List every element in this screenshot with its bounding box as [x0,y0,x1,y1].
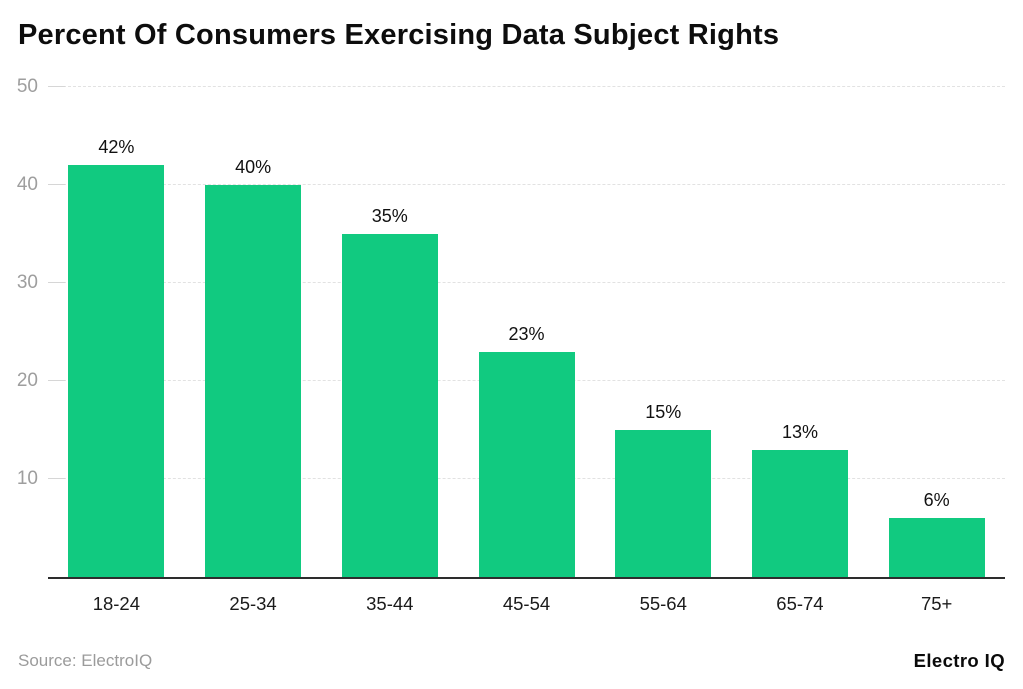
bar-group-18-24: 42% 18-24 [48,87,185,614]
bar[interactable]: 42% [68,137,165,577]
bar-group-75+: 6% 75+ [868,87,1005,614]
bar-value-label: 23% [508,323,545,344]
bars-row: 42% 18-24 40% 25-34 35% 35-44 23% 45-54 15% 55-64… [48,87,1005,614]
x-tick-label: 75+ [920,593,953,614]
bar[interactable]: 40% [205,157,302,577]
y-tick-label: 30 [16,272,38,293]
y-tick-label: 50 [16,76,38,97]
bar[interactable]: 35% [341,206,438,577]
bar-group-25-34: 40% 25-34 [185,87,322,614]
bar-value-label: 15% [645,402,682,422]
x-tick-label: 45-54 [502,593,551,614]
bar-group-55-64: 15% 55-64 [595,87,732,614]
x-tick-label: 55-64 [639,593,687,614]
chart-title: Percent Of Consumers Exercising Data Sub… [18,19,780,51]
source-label: Source: ElectroIQ [18,651,153,670]
x-axis-line [48,577,1005,579]
gridline-30: 30 [17,272,1005,293]
bar-value-label: 40% [235,157,272,177]
bar-group-45-54: 23% 45-54 [458,87,595,614]
bar-value-label: 42% [98,137,135,158]
x-tick-label: 35-44 [366,593,414,614]
y-tick-label: 10 [16,468,38,489]
bar-value-label: 35% [371,206,408,226]
y-tick-mark [48,380,65,381]
bar[interactable]: 23% [478,324,575,577]
bar[interactable]: 13% [751,422,848,577]
y-tick-mark [48,184,65,185]
bar-value-label: 13% [781,421,818,442]
bar-value-label: 6% [923,490,950,511]
bar[interactable]: 6% [888,490,985,577]
brand-logo: Electro IQ [913,650,1005,671]
y-tick-mark [48,282,65,283]
plot-area: 10 20 30 40 50 42% 18-24 40% 25-34 35% 35-44 23% 45… [17,76,1005,614]
y-tick-label: 20 [16,370,38,391]
x-tick-label: 18-24 [92,593,141,614]
x-tick-label: 65-74 [776,593,824,614]
y-tick-label: 40 [16,174,38,195]
y-tick-mark [48,478,65,479]
bar[interactable]: 15% [615,402,712,577]
bar-group-65-74: 13% 65-74 [732,87,869,614]
gridline-50: 50 [17,76,1005,97]
x-tick-label: 25-34 [229,593,277,614]
gridline-40: 40 [17,174,1005,195]
bar-group-35-44: 35% 35-44 [321,87,458,614]
y-tick-mark [48,86,65,87]
